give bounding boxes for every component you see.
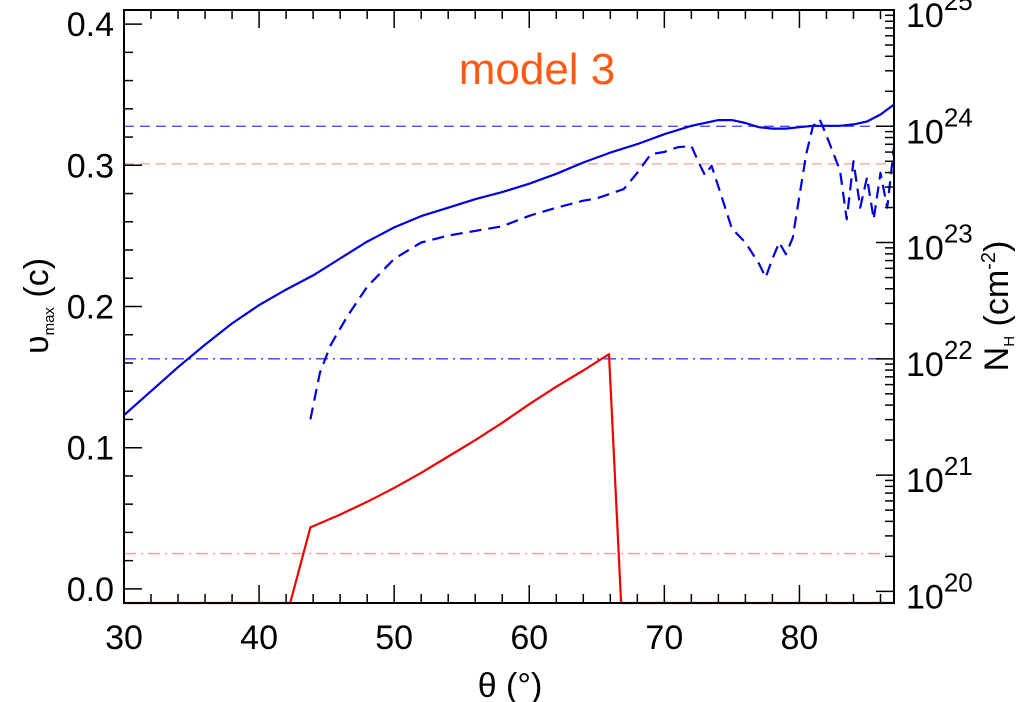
y-right-tick-label: 1022 bbox=[906, 335, 973, 384]
y-right-tick-label: 1020 bbox=[906, 567, 973, 616]
tick-labels: 30 40 50 60 70 80 0.0 0.1 0.2 0.3 0.4 1020 1021 1022 1… bbox=[67, 0, 973, 657]
y-left-tick-label: 0.1 bbox=[67, 430, 114, 468]
y-left-tick-label: 0.0 bbox=[67, 571, 114, 609]
axes bbox=[123, 9, 895, 604]
y-right-tick-label: 1025 bbox=[906, 0, 973, 35]
series-line-1 bbox=[309, 118, 896, 420]
y-left-tick-label: 0.2 bbox=[67, 289, 114, 327]
annotation-label: model 3 bbox=[459, 45, 616, 94]
ticks bbox=[123, 9, 894, 603]
plot-frame bbox=[123, 9, 895, 604]
y-right-tick-label: 1024 bbox=[906, 102, 973, 151]
reference-lines bbox=[124, 125, 894, 555]
x-tick-label: 70 bbox=[645, 619, 683, 657]
y-left-tick-label: 0.3 bbox=[67, 147, 114, 185]
y-right-tick-label: 1021 bbox=[906, 451, 973, 500]
series-line-0 bbox=[123, 103, 895, 417]
x-tick-label: 60 bbox=[510, 619, 548, 657]
y-right-tick-label: 1023 bbox=[906, 219, 973, 268]
x-tick-label: 30 bbox=[105, 619, 143, 657]
x-tick-label: 80 bbox=[781, 619, 819, 657]
series-line-2 bbox=[124, 353, 894, 605]
x-axis-title: θ (°) bbox=[478, 667, 543, 702]
y-right-axis-title: NH (cm-2) bbox=[978, 241, 1018, 372]
x-tick-label: 40 bbox=[240, 619, 278, 657]
y-left-axis-title: υmax (c) bbox=[18, 258, 58, 354]
y-left-tick-label: 0.4 bbox=[67, 6, 114, 44]
series-group bbox=[123, 103, 896, 605]
x-tick-label: 50 bbox=[375, 619, 413, 657]
